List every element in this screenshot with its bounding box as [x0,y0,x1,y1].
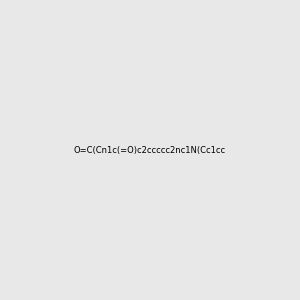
Text: O=C(Cn1c(=O)c2ccccc2nc1N(Cc1cc: O=C(Cn1c(=O)c2ccccc2nc1N(Cc1cc [74,146,226,154]
